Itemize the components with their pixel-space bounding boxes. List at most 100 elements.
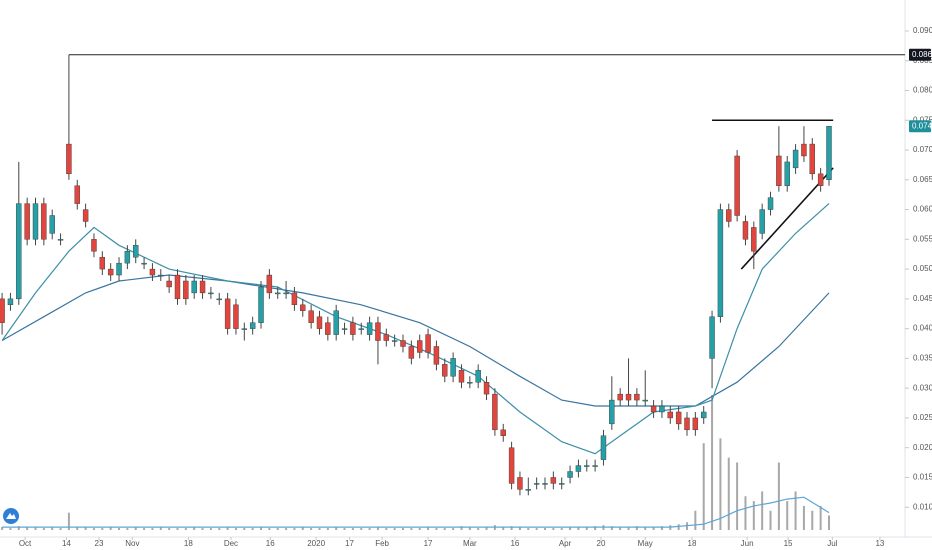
volume-bar (218, 528, 221, 530)
volume-bar (326, 528, 329, 530)
trendline (740, 167, 834, 270)
y-tick-label: 0.025 (913, 413, 932, 422)
volume-bar (560, 528, 563, 530)
x-tick-label: Feb (375, 539, 389, 548)
candle-body (726, 209, 732, 222)
candle-body (776, 155, 782, 186)
volume-bar (535, 528, 538, 530)
candle-body (233, 304, 239, 329)
volume-bar (343, 528, 346, 530)
volume-bar (51, 527, 54, 530)
volume-bar (660, 526, 663, 530)
x-tick-label: 16 (266, 539, 275, 548)
candle-body (784, 161, 790, 186)
volume-bar (193, 527, 196, 530)
candle-body (158, 274, 164, 277)
candle-body (425, 334, 431, 353)
x-tick-label: 20 (597, 539, 606, 548)
candle-body (751, 227, 757, 252)
candle-body (82, 209, 89, 222)
volume-bar (126, 528, 129, 530)
candle-body (475, 370, 481, 383)
candle-body (792, 149, 799, 169)
candle-body (684, 417, 690, 431)
candle-body (692, 417, 699, 431)
volume-bar (1, 527, 4, 530)
volume-bar (610, 526, 613, 530)
volume-bar (719, 438, 722, 530)
candle-body (166, 280, 172, 288)
candle-body (358, 328, 364, 330)
volume-bar (335, 527, 338, 530)
x-tick-label: May (638, 539, 653, 548)
candle-body (442, 364, 448, 377)
volume-bar (585, 527, 588, 530)
volume-bar (151, 528, 154, 530)
volume-bar (9, 528, 12, 530)
volume-bar (443, 528, 446, 530)
volume-bar (744, 496, 747, 530)
candle-body (483, 382, 490, 395)
candle-body (742, 221, 749, 240)
volume-bar (427, 527, 430, 530)
volume-bar (435, 528, 438, 530)
candle-body (333, 310, 339, 335)
candle-body (241, 328, 248, 330)
candle-body (32, 203, 39, 240)
volume-bar (34, 527, 37, 530)
volume-bar (627, 527, 630, 530)
y-tick-label: 0.030 (913, 383, 932, 392)
candle-body (7, 298, 14, 306)
volume-bar (736, 462, 739, 530)
volume-bar (752, 501, 755, 530)
volume-bar (318, 528, 321, 530)
candle-body (149, 268, 156, 276)
candle-body (375, 322, 381, 341)
y-tick-label: 0.020 (913, 443, 932, 452)
volume-bar (59, 528, 62, 530)
candle-body (517, 477, 523, 490)
candle-body (500, 429, 506, 436)
candle-body (417, 340, 423, 353)
y-tick-label: 0.015 (913, 473, 932, 482)
volume-bar (285, 528, 288, 530)
y-tick-label: 0.010 (913, 502, 932, 511)
volume-bar (293, 528, 296, 530)
volume-bar (619, 527, 622, 530)
volume-bar (310, 528, 313, 530)
candle-body (249, 322, 256, 329)
x-tick-label: 18 (688, 539, 697, 548)
candle-body (625, 393, 632, 401)
volume-bar (376, 527, 379, 530)
volume-bar (577, 527, 580, 530)
y-tick-label: 0.040 (913, 324, 932, 333)
candle-body (300, 304, 306, 311)
volume-bar (268, 528, 271, 530)
candle-body (366, 322, 373, 335)
candle-body (801, 143, 807, 157)
candle-body (383, 334, 390, 341)
volume-bar (502, 527, 505, 530)
x-tick-label: Oct (19, 539, 32, 548)
candle-body (291, 292, 298, 306)
volume-bar (485, 527, 488, 530)
candle-body (734, 155, 740, 216)
volume-bar (794, 491, 797, 530)
candle-body (533, 483, 540, 485)
candle-body (701, 411, 707, 419)
candle-body (191, 280, 197, 294)
x-tick-label: 23 (95, 539, 104, 548)
volume-bar (101, 528, 104, 530)
logo (3, 508, 19, 524)
y-tick-label: 0.065 (913, 175, 932, 184)
y-tick-label: 0.045 (913, 294, 932, 303)
candle-body (216, 298, 222, 301)
candle-body (174, 274, 181, 300)
volume-bar (201, 528, 204, 530)
volume-bar (118, 528, 121, 530)
candle-body (458, 370, 465, 383)
volume-bar (109, 527, 112, 530)
candle-body (316, 316, 323, 329)
candle-body (224, 298, 231, 329)
y-tick-label: 0.055 (913, 234, 932, 243)
